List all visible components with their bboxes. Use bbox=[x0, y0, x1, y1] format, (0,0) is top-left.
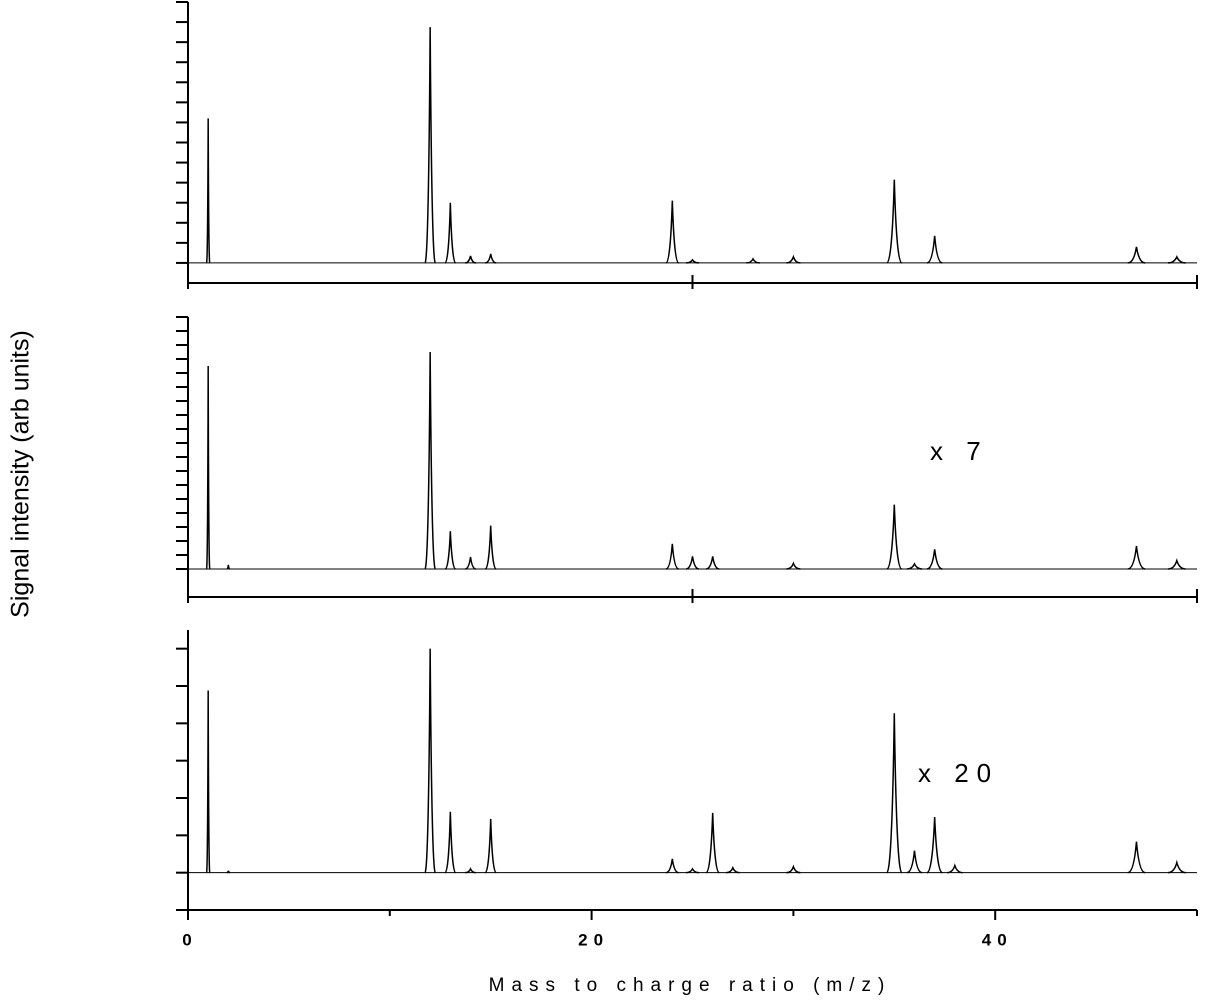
peak bbox=[1127, 246, 1146, 264]
peak bbox=[926, 235, 943, 264]
peak bbox=[1127, 841, 1146, 874]
peak bbox=[946, 863, 963, 874]
peak bbox=[665, 200, 680, 264]
peak bbox=[886, 504, 903, 570]
peak bbox=[1167, 558, 1186, 570]
y-axis-label: Signal intensity (arb units) bbox=[7, 330, 35, 618]
x-tick-label: 40 bbox=[982, 930, 1013, 949]
peak bbox=[786, 864, 801, 874]
peak bbox=[424, 27, 437, 264]
peak bbox=[685, 556, 700, 570]
peak bbox=[685, 867, 700, 874]
peak bbox=[1167, 859, 1186, 874]
x-axis-label: Mass to charge ratio (m/z) bbox=[489, 975, 892, 996]
peak bbox=[1167, 255, 1186, 264]
peak bbox=[205, 118, 211, 264]
peak bbox=[665, 858, 679, 874]
peak bbox=[444, 531, 457, 570]
peak bbox=[726, 865, 740, 874]
peak bbox=[906, 562, 923, 570]
peak bbox=[926, 817, 943, 874]
peak bbox=[786, 254, 801, 264]
peak bbox=[705, 556, 720, 570]
peak bbox=[485, 253, 497, 264]
peak bbox=[465, 867, 476, 874]
peak bbox=[926, 549, 943, 570]
peak bbox=[205, 365, 211, 570]
peak bbox=[226, 564, 231, 570]
peak bbox=[424, 351, 437, 570]
peak bbox=[444, 202, 457, 264]
peak bbox=[746, 257, 760, 264]
peak bbox=[786, 561, 801, 570]
peak bbox=[886, 179, 903, 264]
peak bbox=[484, 525, 497, 570]
peak bbox=[665, 543, 679, 570]
x-tick-label: 20 bbox=[578, 930, 609, 949]
peak bbox=[226, 870, 231, 874]
peak bbox=[1127, 545, 1146, 570]
annotation: x 7 bbox=[930, 436, 989, 466]
peak bbox=[705, 812, 721, 874]
peak bbox=[464, 556, 477, 570]
annotation: x 20 bbox=[918, 758, 999, 788]
peak bbox=[205, 690, 211, 874]
x-tick-label: 0 bbox=[182, 930, 197, 949]
peak bbox=[685, 258, 700, 264]
peak bbox=[484, 818, 497, 874]
peak bbox=[906, 850, 923, 874]
peak bbox=[886, 713, 903, 874]
peak bbox=[424, 648, 437, 874]
peak bbox=[465, 255, 477, 264]
peak bbox=[444, 811, 457, 874]
